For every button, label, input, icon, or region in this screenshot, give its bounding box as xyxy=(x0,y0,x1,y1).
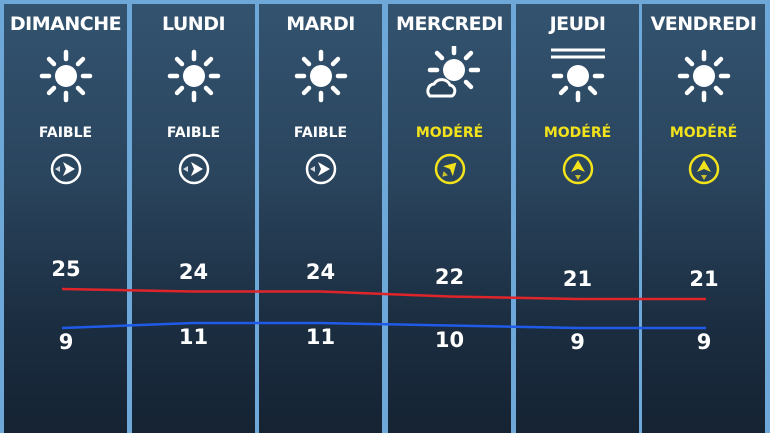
day-name: JEUDI xyxy=(549,13,606,35)
low-temperature: 11 xyxy=(178,325,209,349)
high-temperature: 24 xyxy=(305,259,336,284)
low-temperature: 9 xyxy=(696,330,712,354)
day-name: LUNDI xyxy=(161,13,226,35)
high-temperature: 21 xyxy=(562,267,593,291)
wind-direction-icon xyxy=(177,152,211,186)
wind-level: MODÉRÉ xyxy=(669,125,738,141)
day-name: MERCREDI xyxy=(396,13,503,35)
sun-haze-icon xyxy=(548,46,608,106)
high-temperature: 22 xyxy=(434,264,465,289)
day-column-dimanche: DIMANCHE FAIBLE xyxy=(4,4,127,433)
day-column-mercredi: MERCREDI MODÉRÉ xyxy=(388,4,511,433)
low-temperature: 10 xyxy=(434,327,465,352)
sun-icon xyxy=(291,46,351,106)
wind-direction-icon xyxy=(433,152,467,186)
sun-icon xyxy=(674,46,734,106)
sun-icon xyxy=(164,46,224,106)
day-name: VENDREDI xyxy=(650,13,757,35)
wind-level: FAIBLE xyxy=(293,125,348,141)
low-temperature: 9 xyxy=(58,330,74,354)
high-temperature-line xyxy=(61,287,706,301)
day-column-vendredi: VENDREDI MODÉRÉ xyxy=(642,4,765,433)
day-column-jeudi: JEUDI MODÉRÉ xyxy=(516,4,639,433)
day-column-mardi: MARDI FAIBLE xyxy=(259,4,382,433)
day-name: DIMANCHE xyxy=(9,13,122,35)
low-temperature: 9 xyxy=(570,330,585,354)
wind-direction-icon xyxy=(304,152,338,186)
wind-direction-icon xyxy=(561,152,595,186)
high-temperature: 24 xyxy=(178,259,209,284)
low-temperature: 11 xyxy=(305,325,336,349)
wind-level: MODÉRÉ xyxy=(415,125,484,141)
wind-level: FAIBLE xyxy=(166,125,221,141)
day-name: MARDI xyxy=(286,13,355,35)
low-temperature-line xyxy=(61,321,706,330)
high-temperature: 25 xyxy=(51,257,81,281)
day-column-lundi: LUNDI FAIBLE xyxy=(132,4,255,433)
sun-cloud-icon xyxy=(420,43,480,106)
high-temperature: 21 xyxy=(689,267,719,291)
sun-icon xyxy=(36,46,96,106)
wind-direction-icon xyxy=(687,152,721,186)
wind-direction-icon xyxy=(49,152,83,186)
wind-level: FAIBLE xyxy=(38,125,93,141)
wind-level: MODÉRÉ xyxy=(543,125,612,141)
